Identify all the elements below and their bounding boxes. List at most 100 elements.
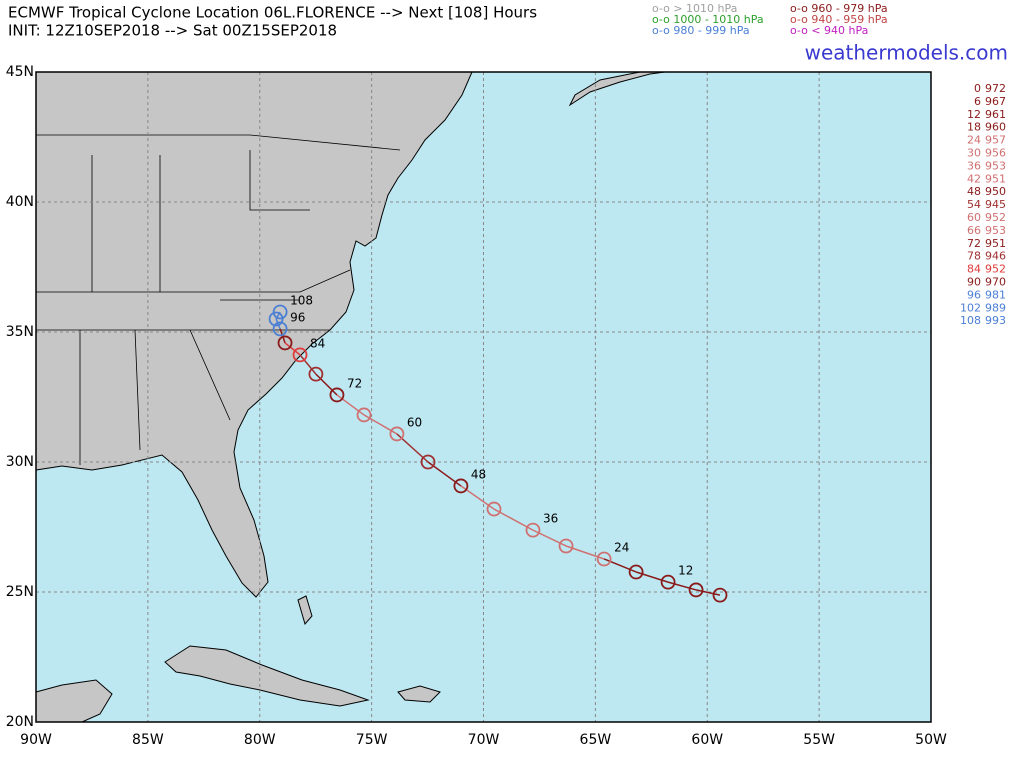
- lon-tick-label: 55W: [803, 732, 835, 748]
- hispaniola: [397, 685, 441, 703]
- list-hour: 12: [967, 108, 981, 121]
- map-frame: [35, 71, 932, 723]
- list-hour: 96: [967, 288, 981, 301]
- list-pressure: 951: [985, 237, 1006, 250]
- list-hour: 72: [967, 237, 981, 250]
- track-point: [272, 304, 288, 320]
- track-hour-label: 84: [310, 336, 325, 350]
- list-hour: 84: [967, 263, 981, 276]
- lat-tick-label: 25N: [6, 584, 34, 600]
- track-point: [453, 478, 469, 494]
- lon-tick-label: 50W: [915, 732, 947, 748]
- track-segment: [299, 354, 317, 375]
- track-point: [660, 574, 676, 590]
- lat-tick-label: 45N: [6, 64, 34, 80]
- track-hour-label: 36: [543, 512, 558, 526]
- axis-labels: 90W 85W 80W 75W 70W 65W 60W 55W 50W 45N 40N 35N 30N 2…: [6, 64, 947, 748]
- list-hour: 48: [967, 185, 981, 198]
- list-pressure: 981: [985, 288, 1006, 301]
- list-pressure: 989: [985, 301, 1006, 314]
- lat-tick-label: 20N: [6, 714, 34, 730]
- track-hour-label: 24: [614, 540, 629, 554]
- lon-tick-label: 90W: [20, 732, 52, 748]
- list-hour: 36: [967, 159, 981, 172]
- track-point: [628, 564, 644, 580]
- list-hour: 30: [967, 147, 981, 160]
- track-point: [329, 387, 345, 403]
- track-hour-label: 72: [347, 376, 362, 390]
- track-segment: [284, 342, 301, 356]
- cuba: [164, 645, 370, 707]
- list-pressure: 972: [985, 82, 1006, 95]
- list-hour: 66: [967, 224, 981, 237]
- legend-entry: o-o < 940 hPa: [790, 24, 868, 37]
- track-point: [292, 347, 308, 363]
- track-point: [389, 426, 405, 442]
- list-pressure: 970: [985, 276, 1006, 289]
- track-hour-label: 60: [407, 415, 422, 429]
- lon-tick-label: 85W: [132, 732, 164, 748]
- track-point: [277, 335, 293, 351]
- legend-entry: o-o 1000 - 1010 hPa: [652, 13, 764, 26]
- legend-entry: o-o > 1010 hPa: [652, 2, 737, 15]
- list-pressure: 952: [985, 211, 1006, 224]
- track-hour-label: 12: [678, 564, 693, 578]
- list-hour: 24: [967, 134, 981, 147]
- list-hour: 90: [967, 276, 981, 289]
- track-point: [268, 311, 284, 327]
- title: ECMWF Tropical Cyclone Location 06L.FLOR…: [8, 4, 537, 22]
- lon-tick-label: 80W: [244, 732, 276, 748]
- list-hour: 54: [967, 198, 981, 211]
- list-pressure: 953: [985, 159, 1006, 172]
- lon-tick-label: 70W: [468, 732, 500, 748]
- track-point: [356, 407, 372, 423]
- track-hour-label: 96: [290, 310, 305, 324]
- list-pressure: 961: [985, 108, 1006, 121]
- lat-tick-label: 40N: [6, 194, 34, 210]
- track-segment: [279, 328, 286, 344]
- list-hour: 0: [974, 82, 981, 95]
- track-point: [272, 321, 288, 337]
- north-america: [35, 71, 473, 598]
- track-segment: [667, 581, 697, 591]
- track-hour-label: 48: [471, 467, 486, 481]
- track-point: [688, 582, 704, 598]
- track-hour-label: 108: [290, 293, 313, 307]
- track-point: [420, 454, 436, 470]
- list-pressure: 946: [985, 250, 1006, 263]
- legend-entry: o-o 980 - 999 hPa: [652, 24, 750, 37]
- list-pressure: 952: [985, 263, 1006, 276]
- state-borders: [36, 134, 401, 465]
- track-point: [525, 522, 541, 538]
- track-segment: [315, 373, 338, 396]
- hour-pressure-list: 0 972 6 967 12 961 18 960 24 957 30 956 36 953 42 951 48…: [960, 82, 1006, 327]
- list-pressure: 957: [985, 134, 1006, 147]
- list-hour: 18: [967, 121, 981, 134]
- list-pressure: 993: [985, 314, 1006, 327]
- list-hour: 60: [967, 211, 981, 224]
- legend-entry: o-o 940 - 959 hPa: [790, 13, 888, 26]
- list-pressure: 953: [985, 224, 1006, 237]
- legend-entry: o-o 960 - 979 hPa: [790, 2, 888, 15]
- list-pressure: 945: [985, 198, 1006, 211]
- list-hour: 108: [960, 314, 981, 327]
- list-hour: 102: [960, 301, 981, 314]
- list-pressure: 956: [985, 147, 1006, 160]
- list-pressure: 951: [985, 172, 1006, 185]
- track-segment: [695, 589, 721, 596]
- track-segment: [635, 571, 669, 583]
- track-point: [558, 538, 574, 554]
- andros: [297, 595, 313, 626]
- list-pressure: 950: [985, 185, 1006, 198]
- list-hour: 78: [967, 250, 981, 263]
- list-pressure: 960: [985, 121, 1006, 134]
- lon-tick-label: 60W: [691, 732, 723, 748]
- track-point: [486, 501, 502, 517]
- lon-tick-label: 65W: [580, 732, 612, 748]
- track-point: [712, 587, 728, 603]
- site-name: weathermodels.com: [805, 41, 1008, 65]
- list-hour: 6: [974, 95, 981, 108]
- lat-tick-label: 35N: [6, 324, 34, 340]
- track-segment: [275, 318, 281, 330]
